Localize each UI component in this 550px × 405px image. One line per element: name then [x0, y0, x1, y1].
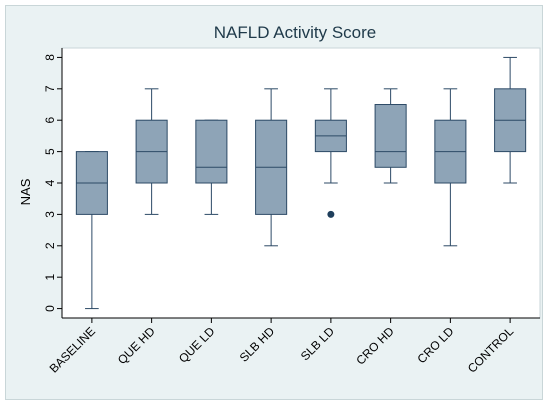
- box-que-ld: [195, 119, 228, 215]
- x-tick-label: SLB LD: [298, 324, 337, 363]
- box-slb-hd: [255, 88, 288, 247]
- box-cro-hd: [374, 88, 407, 184]
- x-axis-ticks: BASELINE QUE HD QUE LD SLB HD SLB LD CRO HD CR…: [47, 318, 517, 376]
- y-axis-title: NAS: [18, 178, 33, 205]
- y-tick-label: 3: [43, 211, 57, 218]
- iqr-box: [195, 119, 228, 184]
- box-slb-ld: [314, 88, 347, 218]
- y-tick-label: 7: [43, 85, 57, 92]
- x-tick-label: QUE LD: [176, 324, 218, 366]
- x-tick-label: QUE HD: [115, 324, 158, 367]
- chart-figure: NAFLD Activity Score NAS 0 1 2 3 4 5 6 7 8 BASEL…: [5, 5, 543, 400]
- x-tick-label: CONTROL: [465, 324, 517, 376]
- y-tick-label: 2: [43, 242, 57, 249]
- box-control: [494, 56, 527, 184]
- box-que-hd: [135, 88, 168, 215]
- box-series: [75, 56, 527, 310]
- x-tick-label: CRO LD: [415, 324, 457, 366]
- y-tick-label: 0: [43, 305, 57, 312]
- outlier-point: [327, 210, 335, 218]
- y-tick-label: 4: [43, 179, 57, 186]
- y-tick-label: 8: [43, 54, 57, 61]
- plot-area: [61, 47, 541, 319]
- y-tick-label: 5: [43, 148, 57, 155]
- iqr-box: [374, 104, 407, 168]
- y-tick-label: 1: [43, 274, 57, 281]
- x-tick-label: SLB HD: [237, 324, 278, 365]
- x-tick-label: BASELINE: [47, 324, 98, 375]
- chart-title: NAFLD Activity Score: [214, 23, 377, 42]
- box-baseline: [75, 151, 108, 310]
- y-tick-label: 6: [43, 117, 57, 124]
- box-plot-svg: NAFLD Activity Score NAS 0 1 2 3 4 5 6 7 8 BASEL…: [18, 23, 541, 376]
- y-axis-ticks: 0 1 2 3 4 5 6 7 8: [43, 54, 62, 312]
- box-cro-ld: [434, 88, 467, 247]
- x-tick-label: CRO HD: [353, 324, 397, 368]
